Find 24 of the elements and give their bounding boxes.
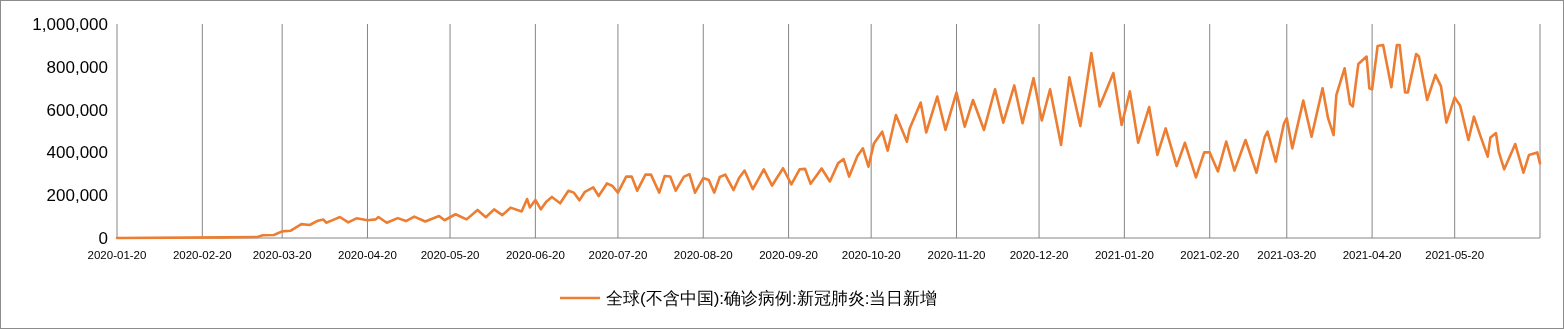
y-tick-label: 0	[98, 228, 108, 248]
x-tick-label: 2021-03-20	[1257, 249, 1317, 261]
x-tick-label: 2020-03-20	[252, 249, 312, 261]
x-tick-label: 2020-12-20	[1009, 249, 1069, 261]
x-tick-label: 2020-09-20	[759, 249, 818, 261]
x-tick-label: 2020-10-20	[841, 249, 901, 261]
x-tick-label: 2020-08-20	[673, 249, 733, 261]
x-tick-label: 2021-01-20	[1094, 249, 1154, 261]
x-tick-label: 2021-02-20	[1180, 249, 1240, 261]
y-tick-label: 800,000	[46, 57, 108, 77]
y-tick-label: 600,000	[46, 100, 108, 120]
x-tick-label: 2020-11-20	[927, 249, 986, 261]
x-tick-label: 2020-01-20	[87, 249, 147, 261]
x-tick-label: 2021-04-20	[1342, 249, 1402, 261]
y-tick-label: 400,000	[46, 143, 108, 163]
x-tick-label: 2020-05-20	[420, 249, 480, 261]
legend-label: 全球(不含中国):确诊病例:新冠肺炎:当日新增	[606, 288, 938, 308]
x-tick-label: 2020-07-20	[588, 249, 648, 261]
x-tick-label: 2021-05-20	[1425, 249, 1485, 261]
y-tick-label: 1,000,000	[32, 14, 108, 34]
x-tick-label: 2020-06-20	[505, 249, 565, 261]
x-tick-label: 2020-02-20	[172, 249, 232, 261]
x-tick-label: 2020-04-20	[338, 249, 397, 261]
y-tick-label: 200,000	[46, 186, 108, 206]
